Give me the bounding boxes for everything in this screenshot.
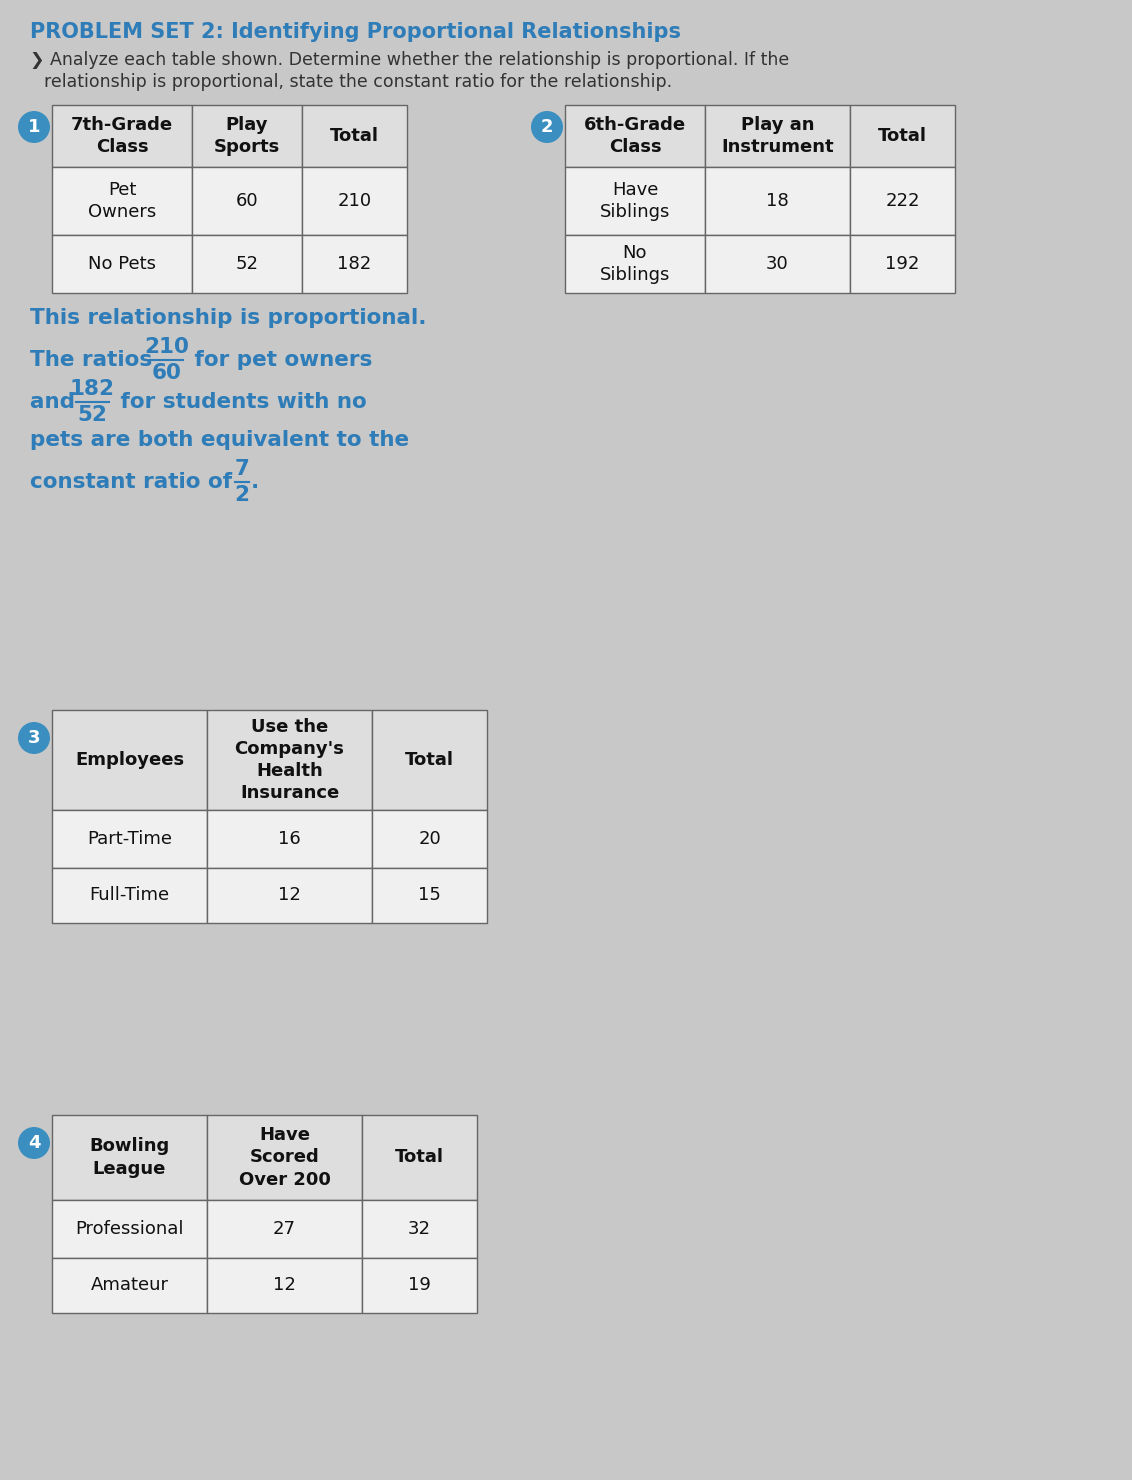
Bar (565, 105, 705, 167)
Text: 12: 12 (273, 1276, 295, 1295)
Text: Full-Time: Full-Time (89, 887, 170, 904)
Text: 2: 2 (234, 485, 249, 505)
Text: relationship is proportional, state the constant ratio for the relationship.: relationship is proportional, state the … (44, 73, 672, 90)
Bar (207, 1200, 362, 1258)
Text: 52: 52 (77, 406, 108, 425)
Text: 30: 30 (766, 255, 789, 272)
Text: 52: 52 (235, 255, 258, 272)
Bar (565, 235, 705, 293)
Text: 16: 16 (278, 830, 301, 848)
Text: 18: 18 (766, 192, 789, 210)
Bar (372, 867, 487, 924)
Bar (362, 1114, 477, 1200)
Text: for students with no: for students with no (113, 392, 367, 411)
Bar (52, 810, 207, 867)
Text: 2: 2 (541, 118, 554, 136)
Bar (372, 710, 487, 810)
Bar (372, 810, 487, 867)
Text: 182: 182 (70, 379, 115, 400)
Bar (192, 235, 302, 293)
Text: 4: 4 (28, 1134, 41, 1151)
Text: Part-Time: Part-Time (87, 830, 172, 848)
Bar (705, 167, 850, 235)
Bar (705, 235, 850, 293)
Text: 19: 19 (408, 1276, 431, 1295)
Text: ❯ Analyze each table shown. Determine whether the relationship is proportional. : ❯ Analyze each table shown. Determine wh… (31, 50, 789, 70)
Text: 182: 182 (337, 255, 371, 272)
Text: 27: 27 (273, 1220, 295, 1237)
Text: PROBLEM SET 2: Identifying Proportional Relationships: PROBLEM SET 2: Identifying Proportional … (31, 22, 681, 41)
Text: The ratios: The ratios (31, 349, 160, 370)
Text: Total: Total (395, 1148, 444, 1166)
Text: Play
Sports: Play Sports (214, 115, 280, 155)
Circle shape (18, 111, 50, 144)
Bar (207, 1258, 362, 1313)
Text: Have
Siblings: Have Siblings (600, 181, 670, 221)
Text: pets are both equivalent to the: pets are both equivalent to the (31, 431, 409, 450)
Text: 3: 3 (28, 730, 41, 747)
Bar (52, 710, 207, 810)
Text: 60: 60 (152, 363, 181, 383)
Text: No
Siblings: No Siblings (600, 244, 670, 284)
Bar (207, 867, 372, 924)
Bar (302, 235, 408, 293)
Text: constant ratio of: constant ratio of (31, 472, 240, 491)
Text: Total: Total (405, 750, 454, 770)
Bar (207, 810, 372, 867)
Bar (302, 167, 408, 235)
Text: 60: 60 (235, 192, 258, 210)
Text: and: and (31, 392, 83, 411)
Text: 32: 32 (408, 1220, 431, 1237)
Text: Use the
Company's
Health
Insurance: Use the Company's Health Insurance (234, 718, 344, 802)
Text: Amateur: Amateur (91, 1276, 169, 1295)
Bar (52, 1200, 207, 1258)
Bar (207, 1114, 362, 1200)
Text: 12: 12 (278, 887, 301, 904)
Bar (192, 167, 302, 235)
Text: Total: Total (331, 127, 379, 145)
Text: No Pets: No Pets (88, 255, 156, 272)
Text: 15: 15 (418, 887, 441, 904)
Circle shape (18, 1126, 50, 1159)
Bar (207, 710, 372, 810)
Bar (52, 1258, 207, 1313)
Bar (565, 167, 705, 235)
Bar (850, 235, 955, 293)
Bar (705, 105, 850, 167)
Text: Total: Total (878, 127, 927, 145)
Text: 192: 192 (885, 255, 919, 272)
Text: 6th-Grade
Class: 6th-Grade Class (584, 115, 686, 155)
Bar (362, 1200, 477, 1258)
Text: Employees: Employees (75, 750, 185, 770)
Text: 20: 20 (418, 830, 440, 848)
Bar (850, 167, 955, 235)
Text: 210: 210 (144, 337, 189, 357)
Text: for pet owners: for pet owners (187, 349, 372, 370)
Bar (52, 867, 207, 924)
Bar (192, 105, 302, 167)
Text: This relationship is proportional.: This relationship is proportional. (31, 308, 427, 329)
Text: Pet
Owners: Pet Owners (88, 181, 156, 221)
Text: .: . (250, 472, 259, 491)
Bar (850, 105, 955, 167)
Circle shape (531, 111, 563, 144)
Bar (52, 105, 192, 167)
Circle shape (18, 722, 50, 753)
Bar (52, 235, 192, 293)
Bar (302, 105, 408, 167)
Bar (52, 167, 192, 235)
Text: 222: 222 (885, 192, 919, 210)
Text: Professional: Professional (75, 1220, 183, 1237)
Text: Play an
Instrument: Play an Instrument (721, 115, 834, 155)
Text: 7: 7 (234, 459, 249, 480)
Text: Have
Scored
Over 200: Have Scored Over 200 (239, 1126, 331, 1188)
Bar (52, 1114, 207, 1200)
Text: 7th-Grade
Class: 7th-Grade Class (71, 115, 173, 155)
Text: 1: 1 (28, 118, 41, 136)
Text: Bowling
League: Bowling League (89, 1138, 170, 1178)
Bar (362, 1258, 477, 1313)
Text: 210: 210 (337, 192, 371, 210)
